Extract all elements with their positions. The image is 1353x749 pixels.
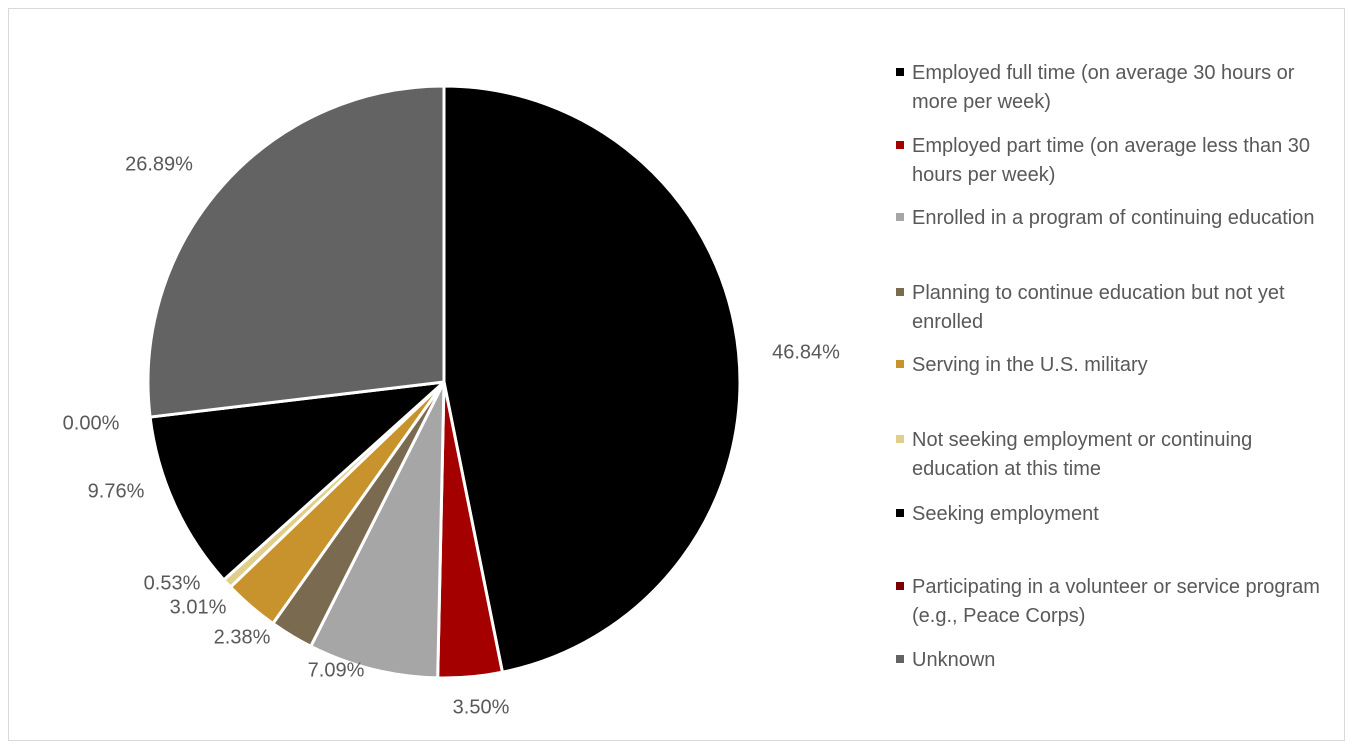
legend-label: Serving in the U.S. military — [912, 354, 1148, 376]
data-label-employed-full-time: 46.84% — [772, 341, 840, 363]
legend-label: Employed part time (on average less than… — [912, 135, 1310, 186]
data-label-unknown: 26.89% — [125, 153, 193, 175]
legend-label: Unknown — [912, 649, 996, 671]
legend-label: Employed full time (on average 30 hours … — [912, 62, 1295, 113]
legend-item-not-seeking: Not seeking employment or continuing edu… — [896, 426, 1336, 484]
legend-swatch — [896, 582, 904, 590]
legend-item-employed-part-time: Employed part time (on average less than… — [896, 132, 1336, 190]
data-label-volunteer: 0.00% — [63, 412, 120, 434]
legend-swatch — [896, 655, 904, 663]
legend-swatch — [896, 288, 904, 296]
legend-label: Planning to continue education but not y… — [912, 282, 1285, 333]
legend-swatch — [896, 435, 904, 443]
data-label-continuing-education: 7.09% — [308, 659, 365, 681]
data-label-not-seeking: 0.53% — [144, 572, 201, 594]
legend-item-unknown: Unknown — [896, 646, 1336, 675]
legend: Employed full time (on average 30 hours … — [896, 0, 1336, 749]
data-label-seeking-employment: 9.76% — [88, 480, 145, 502]
data-label-planning-education: 2.38% — [214, 626, 271, 648]
pie-slice-seeking-employment — [148, 380, 446, 582]
legend-swatch — [896, 141, 904, 149]
legend-item-employed-full-time: Employed full time (on average 30 hours … — [896, 59, 1336, 117]
legend-item-seeking-employment: Seeking employment — [896, 500, 1336, 529]
pie-slice-unknown — [146, 84, 446, 419]
data-label-military: 3.01% — [170, 596, 227, 618]
pie-slice-employed-full-time — [442, 84, 742, 674]
legend-swatch — [896, 360, 904, 368]
data-label-employed-part-time: 3.50% — [453, 696, 510, 718]
legend-item-continuing-education: Enrolled in a program of continuing educ… — [896, 204, 1336, 233]
legend-swatch — [896, 509, 904, 517]
legend-label: Not seeking employment or continuing edu… — [912, 429, 1253, 480]
legend-swatch — [896, 68, 904, 76]
legend-label: Enrolled in a program of continuing educ… — [912, 207, 1315, 229]
legend-swatch — [896, 213, 904, 221]
legend-item-volunteer: Participating in a volunteer or service … — [896, 573, 1336, 631]
legend-label: Participating in a volunteer or service … — [912, 576, 1320, 627]
legend-item-planning-education: Planning to continue education but not y… — [896, 279, 1336, 337]
legend-label: Seeking employment — [912, 503, 1099, 525]
legend-item-military: Serving in the U.S. military — [896, 351, 1336, 380]
pie-slice-continuing-education — [309, 380, 446, 680]
